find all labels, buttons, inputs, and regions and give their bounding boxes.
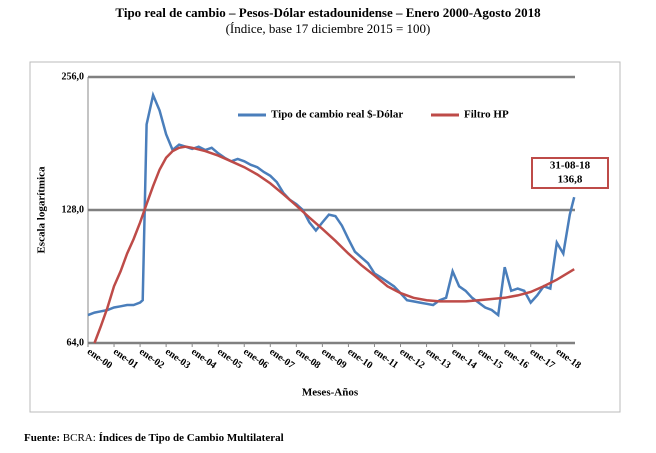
x-tick-label: ene-03 bbox=[163, 346, 192, 371]
series-line bbox=[93, 145, 575, 344]
x-tick-label: ene-11 bbox=[371, 346, 400, 371]
series-line bbox=[87, 91, 576, 318]
y-axis-label: Escala logarítmica bbox=[36, 166, 48, 254]
annotation-box bbox=[531, 157, 609, 189]
source-part: Índices de Tipo de Cambio Multilateral bbox=[99, 432, 284, 444]
source-part: BCRA: bbox=[63, 432, 96, 444]
x-tick-label: ene-00 bbox=[85, 346, 114, 371]
x-tick-label: ene-10 bbox=[345, 346, 374, 371]
x-tick-label: ene-04 bbox=[189, 346, 218, 371]
x-tick-label: ene-15 bbox=[476, 346, 505, 371]
y-tick-label: 64,0 bbox=[67, 337, 85, 348]
annotation: 136,8 bbox=[558, 174, 583, 186]
x-tick-label: ene-05 bbox=[215, 346, 244, 371]
source: Fuente: BCRA: Índices de Tipo de Cambio … bbox=[24, 432, 284, 444]
x-tick-label: ene-13 bbox=[424, 346, 453, 371]
legend-label: Filtro HP bbox=[464, 109, 509, 121]
x-axis-label: Meses-Años bbox=[302, 387, 359, 399]
x-tick-label: ene-02 bbox=[137, 346, 166, 371]
y-tick-label: 128,0 bbox=[62, 204, 85, 215]
x-tick-label: ene-18 bbox=[554, 346, 583, 371]
chart-title: Tipo real de cambio – Pesos-Dólar estado… bbox=[115, 5, 541, 20]
legend-label: Tipo de cambio real $-Dólar bbox=[271, 109, 403, 121]
x-tick-label: ene-14 bbox=[450, 346, 479, 371]
chart-frame bbox=[29, 61, 621, 413]
x-tick-label: ene-09 bbox=[319, 346, 348, 371]
x-tick-label: ene-06 bbox=[241, 346, 270, 371]
x-tick-label: ene-17 bbox=[528, 346, 557, 371]
y-tick-label: 256,0 bbox=[62, 71, 85, 82]
chart-subtitle: (Índice, base 17 diciembre 2015 = 100) bbox=[226, 21, 431, 36]
annotation: 31-08-18 bbox=[550, 160, 591, 172]
x-tick-label: ene-12 bbox=[397, 346, 426, 371]
source-part: Fuente: bbox=[24, 432, 60, 444]
x-tick-label: ene-07 bbox=[267, 346, 296, 371]
x-tick-label: ene-16 bbox=[502, 346, 531, 371]
x-tick-label: ene-01 bbox=[111, 346, 140, 371]
x-tick-label: ene-08 bbox=[293, 346, 322, 371]
